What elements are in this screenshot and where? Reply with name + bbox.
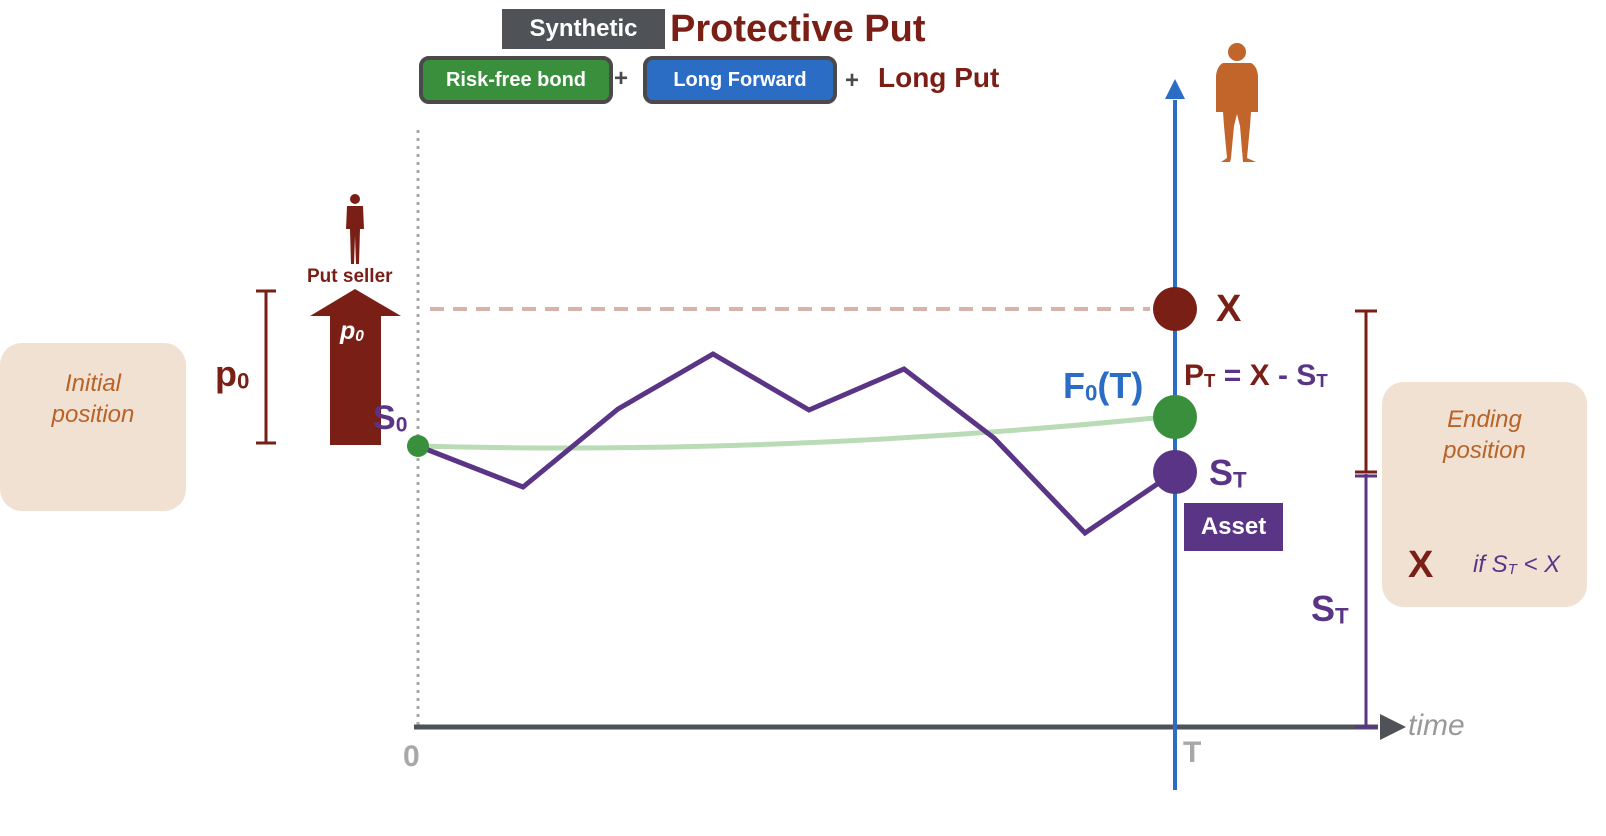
premium-bracket [256, 289, 276, 445]
ending-position-text: Ending position [1382, 404, 1587, 466]
initial-position-line1: Initial [64, 370, 122, 397]
maturity-axis-arrowhead-icon [1165, 79, 1185, 99]
forward-price-main: F [1063, 365, 1085, 406]
person-icon [1216, 43, 1258, 162]
terminal-price-node [1153, 450, 1197, 494]
terminal-price-label: ST [1209, 452, 1247, 502]
strike-label: X [1216, 288, 1242, 330]
forward-price-sub: 0 [1085, 380, 1098, 406]
ending-condition: if ST < X [1473, 550, 1560, 585]
spot-price-dot [407, 435, 429, 457]
payoff-minus: - [1277, 359, 1288, 392]
long-put-label: Long Put [878, 62, 1000, 93]
put-payoff-bracket [1355, 309, 1377, 474]
cond-S-sub: T [1507, 561, 1517, 578]
synthetic-tag: Synthetic [502, 9, 665, 49]
terminal-price-main: S [1209, 452, 1234, 493]
forward-price-label: F0(T) [1063, 365, 1143, 415]
cond-if: if [1473, 551, 1485, 578]
spot-price-main: S [373, 399, 396, 437]
payoff-P-sub: T [1204, 370, 1216, 392]
asset-value-label: ST [1311, 588, 1349, 638]
time-label: time [1408, 709, 1465, 742]
time-axis-arrowhead-icon [1380, 714, 1406, 740]
initial-position-box [0, 343, 186, 511]
spot-price-label: S0 [373, 398, 407, 446]
ending-position-line2: position [1443, 437, 1526, 464]
asset-value-main: S [1311, 588, 1336, 629]
arrow-premium-sub: 0 [355, 327, 364, 345]
long-forward-pill: Long Forward [643, 56, 837, 104]
spot-price-sub: 0 [395, 413, 408, 437]
cond-rest: < X [1523, 551, 1561, 578]
plus-sign-2: + [845, 67, 860, 94]
plus-sign-1: + [614, 65, 629, 92]
cond-S: S [1491, 551, 1508, 578]
asset-value-bracket [1355, 474, 1377, 729]
arrow-premium-main: p [340, 317, 356, 345]
maturity-label: T [1183, 736, 1202, 769]
forward-price-arg: (T) [1097, 365, 1144, 406]
premium-label-sub: 0 [237, 368, 250, 394]
payoff-S: S [1296, 359, 1317, 392]
ending-strike-label: X [1408, 544, 1434, 586]
origin-label: 0 [403, 740, 420, 773]
payoff-S-sub: T [1316, 370, 1328, 392]
strike-node [1153, 287, 1197, 331]
premium-label: p0 [215, 354, 249, 402]
page-title: Protective Put [670, 8, 926, 50]
payoff-eq: = [1223, 359, 1242, 392]
ending-position-box [1382, 382, 1587, 607]
forward-node [1153, 395, 1197, 439]
put-seller-label: Put seller [307, 266, 393, 287]
terminal-price-sub: T [1233, 467, 1247, 493]
put-seller-icon [346, 194, 364, 264]
forward-curve [417, 413, 1176, 451]
up-arrow-icon [310, 289, 401, 445]
payoff-P: P [1184, 359, 1205, 392]
payoff-X: X [1249, 359, 1270, 392]
arrow-premium-label: p0 [340, 316, 364, 352]
risk-free-bond-pill: Risk-free bond [419, 56, 613, 104]
put-payoff-formula: PT = X - ST [1184, 358, 1328, 399]
initial-position-line2: position [51, 401, 135, 428]
asset-price-path [417, 351, 1177, 537]
asset-value-sub: T [1335, 603, 1349, 629]
premium-label-main: p [215, 353, 237, 394]
ending-position-line1: Ending [1447, 406, 1522, 433]
initial-position-text: Initial position [0, 368, 186, 430]
asset-box: Asset [1184, 503, 1283, 551]
